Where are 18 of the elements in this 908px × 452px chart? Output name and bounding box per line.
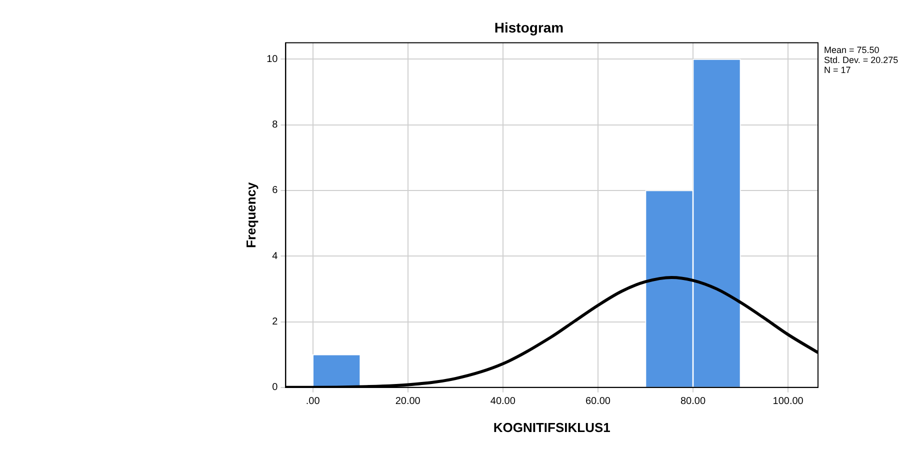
- chart-title: Histogram: [494, 19, 564, 36]
- text: Std. Dev. = 20.275: [824, 54, 898, 65]
- text: N = 17: [824, 64, 851, 75]
- y-tick-label: 10: [266, 54, 278, 65]
- y-axis-title: Frequency: [243, 181, 258, 248]
- x-axis-title: KOGNITIFSIKLUS1: [493, 420, 610, 435]
- text: Mean = 75.50: [824, 44, 880, 55]
- y-tick-label: 2: [272, 316, 278, 328]
- x-tick-label: .00: [306, 396, 320, 408]
- y-tick-label: 8: [272, 120, 278, 131]
- y-tick-label: 0: [272, 382, 278, 394]
- y-tick-label: 6: [272, 185, 278, 196]
- x-tick-label: 80.00: [680, 396, 706, 408]
- x-tick-label: 60.00: [585, 396, 611, 408]
- x-tick-label: 20.00: [395, 396, 421, 408]
- x-tick-label: 100.00: [772, 396, 804, 408]
- y-tick-label: 4: [272, 250, 278, 262]
- x-tick-label: 40.00: [490, 396, 516, 408]
